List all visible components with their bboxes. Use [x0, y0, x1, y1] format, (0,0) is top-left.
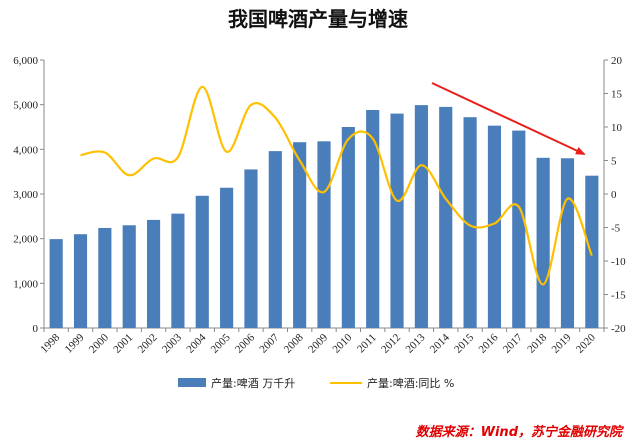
x-axis-tick-label: 2006: [233, 331, 257, 355]
bar-2013: [414, 105, 428, 328]
bar-2020: [585, 175, 599, 328]
x-axis-tick-label: 2018: [525, 331, 549, 355]
left-axis-tick-label: 1,000: [13, 278, 38, 290]
bar-2016: [487, 125, 502, 328]
x-axis-tick-label: 2014: [428, 331, 452, 355]
right-axis-tick-label: 15: [611, 89, 623, 101]
bar-2006: [244, 169, 258, 328]
right-axis-tick-label: 20: [611, 55, 623, 67]
x-axis-tick-label: 2004: [184, 331, 208, 355]
right-axis-tick-label: -15: [611, 290, 626, 302]
left-axis-tick-label: 5,000: [13, 100, 38, 112]
bar-2011: [366, 110, 380, 328]
x-axis-tick-label: 2013: [403, 331, 427, 355]
yoy-growth-line: [80, 85, 593, 286]
bar-2017: [512, 130, 526, 328]
x-axis-tick-label: 2007: [257, 331, 281, 355]
chart-title: 我国啤酒产量与增速: [228, 7, 408, 31]
x-axis-tick-label: 2020: [574, 331, 598, 355]
x-axis-tick-label: 2015: [452, 331, 476, 355]
bar-2005: [220, 187, 234, 328]
trend-arrow: [431, 82, 586, 155]
right-axis-tick-label: 0: [611, 189, 617, 201]
right-axis-tick-label: -5: [611, 223, 621, 235]
left-axis-tick-label: 3,000: [13, 189, 38, 201]
x-axis-tick-label: 2010: [330, 331, 354, 355]
left-axis-tick-label: 4,000: [13, 144, 38, 156]
x-axis-tick-label: 2012: [379, 332, 403, 356]
x-axis-tick-label: 2003: [160, 331, 184, 355]
bar-2009: [317, 141, 331, 328]
x-axis-tick-label: 2000: [87, 331, 111, 355]
x-axis-tick-label: 2017: [501, 331, 525, 355]
left-axis-tick-label: 2,000: [13, 234, 38, 246]
bar-2008: [293, 142, 307, 328]
legend-bar-swatch: [178, 378, 206, 387]
x-axis-tick-label: 1999: [63, 331, 87, 355]
x-axis-tick-label: 2016: [477, 331, 501, 355]
x-axis-tick-label: 2009: [306, 331, 330, 355]
plot-area: 0 1,000 2,000 3,000 4,000 5,000 6,000 -20 -15 -10…: [13, 55, 626, 356]
bar-2003: [171, 213, 185, 328]
legend: 产量:啤酒 万千升 产量:啤酒:同比 %: [178, 376, 454, 390]
bar-2000: [98, 227, 112, 328]
left-axis-tick-label: 0: [33, 323, 39, 335]
x-axis-tick-label: 2008: [282, 331, 306, 355]
x-axis-tick-label: 1998: [38, 331, 62, 355]
x-axis-tick-label: 2001: [111, 332, 135, 356]
bar-2001: [122, 225, 136, 328]
x-axis-tick-label: 2005: [209, 331, 233, 355]
right-axis-tick-label: 10: [611, 122, 623, 134]
x-axis-tick-label: 2011: [355, 332, 379, 356]
bar-2007: [268, 151, 282, 328]
bar-2010: [341, 127, 355, 328]
bar-2014: [439, 106, 453, 329]
bar-2015: [463, 117, 477, 328]
right-axis-tick-label: -10: [611, 256, 626, 268]
source-note: 数据来源：Wind，苏宁金融研究院: [416, 424, 625, 440]
right-axis-tick-label: 5: [611, 156, 617, 168]
bar-1999: [73, 234, 88, 328]
right-axis-tick-label: -20: [611, 323, 626, 335]
legend-line-label: 产量:啤酒:同比 %: [367, 376, 454, 390]
x-axis-tick-label: 2002: [136, 332, 160, 356]
legend-bar-label: 产量:啤酒 万千升: [211, 376, 295, 390]
bar-2004: [195, 195, 209, 328]
x-axis-tick-label: 2019: [550, 331, 574, 355]
bar-2019: [560, 158, 575, 328]
bar-2012: [390, 113, 404, 328]
left-axis-tick-label: 6,000: [13, 55, 38, 67]
bar-2018: [536, 157, 550, 328]
bar-2002: [146, 219, 161, 328]
bar-1998: [49, 239, 63, 328]
